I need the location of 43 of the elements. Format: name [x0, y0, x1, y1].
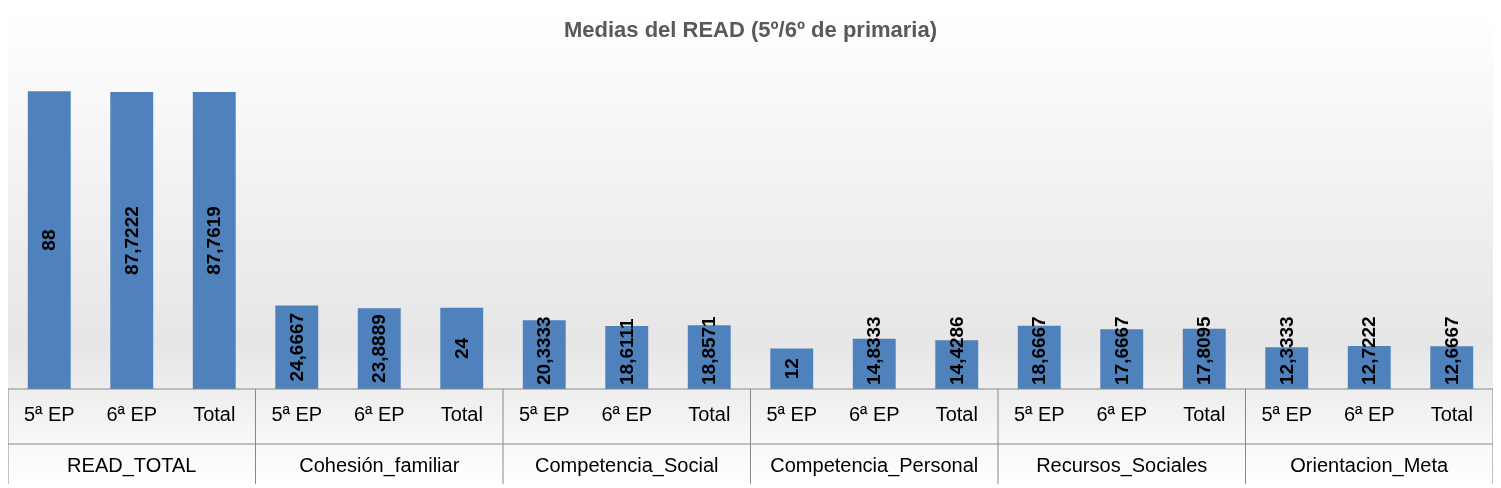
data-label: 17,8095	[1193, 315, 1215, 385]
data-label: 14,8333	[863, 316, 885, 385]
x-tick-label: 5ª EP	[1261, 402, 1313, 425]
data-label: 18,6667	[1028, 316, 1050, 385]
x-tick-label: 6ª EP	[1343, 402, 1395, 425]
chart-title: Medias del READ (5º/6º de primaria)	[563, 17, 938, 43]
x-tick-label: 6ª EP	[1096, 402, 1148, 425]
data-label: 12,3333	[1275, 316, 1297, 385]
text: Competencia_Social	[535, 453, 719, 477]
data-label: 18,8571	[698, 315, 720, 385]
text: Recursos_Sociales	[1036, 453, 1208, 477]
x-tick-label: 5ª EP	[1013, 402, 1065, 425]
data-label: 12,6667	[1440, 316, 1462, 385]
data-label: 18,6111	[615, 317, 637, 386]
x-tick-label: 5ª EP	[518, 402, 570, 425]
x-tick-label: Total	[440, 402, 483, 425]
x-tick-label: 6ª EP	[848, 402, 900, 425]
x-tick-label: Total	[688, 402, 731, 425]
x-tick-label: 6ª EP	[353, 402, 405, 425]
text: Competencia_Personal	[770, 453, 979, 477]
data-label: 24,6667	[285, 312, 307, 382]
data-label: 23,8889	[368, 314, 390, 383]
x-tick-label: Total	[935, 402, 978, 425]
x-tick-label: 5ª EP	[271, 402, 323, 425]
x-tick-label: Total	[193, 402, 236, 425]
data-label: 12	[780, 358, 802, 380]
data-label: 12,7222	[1358, 316, 1380, 385]
data-label: 87,7222	[120, 206, 142, 275]
x-tick-label: 6ª EP	[106, 402, 158, 425]
data-label: 14,4286	[945, 316, 967, 385]
text: Orientacion_Meta	[1290, 453, 1450, 477]
data-label: 17,6667	[1110, 316, 1132, 385]
data-label: 24	[450, 337, 472, 359]
data-label: 87,7619	[203, 206, 225, 275]
data-label: 88	[38, 229, 60, 251]
x-tick-label: Total	[1430, 402, 1473, 425]
text: READ_TOTAL	[67, 453, 197, 477]
text: Cohesión_familiar	[299, 453, 460, 477]
x-tick-label: 6ª EP	[601, 402, 653, 425]
x-tick-label: Total	[1183, 402, 1226, 425]
x-tick-label: 5ª EP	[766, 402, 818, 425]
x-tick-label: 5ª EP	[23, 402, 75, 425]
data-label: 20,3333	[533, 316, 555, 385]
